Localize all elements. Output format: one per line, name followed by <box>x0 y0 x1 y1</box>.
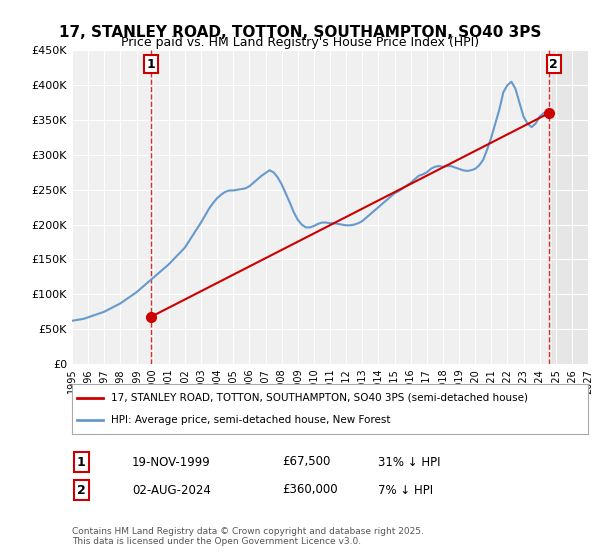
Text: 2: 2 <box>550 58 558 71</box>
Text: 7% ↓ HPI: 7% ↓ HPI <box>378 483 433 497</box>
Text: 2: 2 <box>77 483 85 497</box>
Text: Price paid vs. HM Land Registry's House Price Index (HPI): Price paid vs. HM Land Registry's House … <box>121 36 479 49</box>
Text: £360,000: £360,000 <box>282 483 338 497</box>
Text: 19-NOV-1999: 19-NOV-1999 <box>132 455 211 469</box>
Bar <box>552 50 588 364</box>
Text: Contains HM Land Registry data © Crown copyright and database right 2025.
This d: Contains HM Land Registry data © Crown c… <box>72 526 424 546</box>
Text: 02-AUG-2024: 02-AUG-2024 <box>132 483 211 497</box>
Text: 1: 1 <box>146 58 155 71</box>
Text: 17, STANLEY ROAD, TOTTON, SOUTHAMPTON, SO40 3PS (semi-detached house): 17, STANLEY ROAD, TOTTON, SOUTHAMPTON, S… <box>110 393 528 403</box>
Text: 17, STANLEY ROAD, TOTTON, SOUTHAMPTON, SO40 3PS: 17, STANLEY ROAD, TOTTON, SOUTHAMPTON, S… <box>59 25 541 40</box>
Text: 31% ↓ HPI: 31% ↓ HPI <box>378 455 440 469</box>
Text: £67,500: £67,500 <box>282 455 331 469</box>
Text: HPI: Average price, semi-detached house, New Forest: HPI: Average price, semi-detached house,… <box>110 415 390 425</box>
Text: 1: 1 <box>77 455 85 469</box>
